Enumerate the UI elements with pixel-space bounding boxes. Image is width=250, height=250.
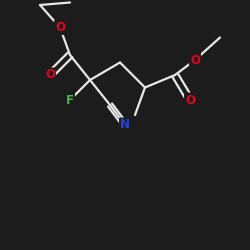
Text: F: F xyxy=(66,94,74,106)
Text: O: O xyxy=(190,54,200,66)
Text: N: N xyxy=(120,118,130,132)
Text: O: O xyxy=(185,94,195,106)
Text: O: O xyxy=(55,21,65,34)
Text: O: O xyxy=(45,68,55,82)
